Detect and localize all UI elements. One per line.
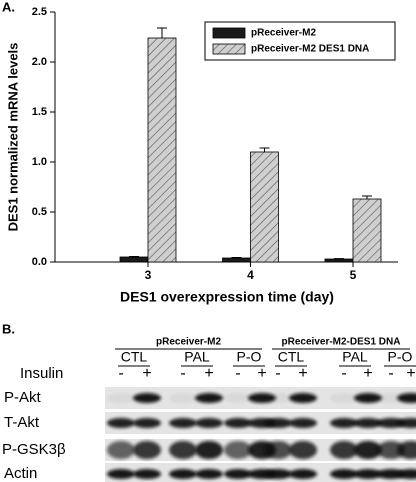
bar: [250, 151, 279, 263]
band: [330, 441, 358, 459]
x-tick-label: 4: [247, 268, 254, 282]
condition-label: P-O: [237, 349, 262, 365]
band: [264, 469, 292, 479]
error-bar: [231, 257, 242, 258]
y-tick-label: 0.0: [32, 256, 47, 268]
insulin-sign: +: [204, 365, 213, 382]
band: [397, 418, 416, 428]
band: [354, 393, 382, 403]
band: [377, 418, 405, 428]
band: [133, 441, 161, 459]
band: [107, 393, 135, 403]
band: [133, 418, 161, 428]
bar: [352, 198, 382, 263]
band: [264, 441, 292, 459]
band: [264, 418, 292, 428]
row-label: Actin: [4, 465, 37, 482]
insulin-sign: -: [180, 365, 185, 382]
band: [107, 418, 135, 428]
insulin-sign: +: [363, 365, 372, 382]
band: [377, 469, 405, 479]
condition-label: PAL: [342, 349, 368, 365]
band: [397, 469, 416, 479]
legend-label: pReceiver-M2: [251, 28, 316, 39]
band: [330, 393, 358, 403]
band: [169, 469, 197, 479]
y-tick-label: 1.0: [32, 156, 47, 168]
error-bar: [157, 27, 167, 38]
error-bar: [362, 195, 372, 199]
panel-label: B.: [2, 321, 15, 336]
group-label: pReceiver-M2-DES1 DNA: [282, 337, 401, 348]
band: [330, 469, 358, 479]
y-axis-label: DES1 normalized mRNA levels: [5, 43, 20, 232]
band: [289, 469, 317, 479]
insulin-sign: -: [118, 365, 123, 382]
band: [107, 441, 135, 459]
band: [289, 441, 317, 459]
error-bar: [129, 256, 139, 257]
x-axis-label: DES1 overexpression time (day): [120, 289, 334, 305]
legend-label: pReceiver-M2 DES1 DNA: [251, 44, 369, 55]
band: [169, 441, 197, 459]
row-label: Insulin: [20, 365, 63, 382]
band: [330, 418, 358, 428]
insulin-sign: +: [257, 365, 266, 382]
row-label: P-Akt: [4, 389, 42, 406]
bar: [222, 257, 251, 263]
y-tick-label: 2.5: [32, 6, 47, 18]
error-bar: [259, 147, 270, 152]
legend-swatch: [212, 27, 246, 39]
x-tick-label: 3: [145, 268, 152, 282]
band: [195, 418, 223, 428]
band: [224, 393, 252, 403]
band: [169, 393, 197, 403]
y-tick-label: 1.5: [32, 106, 47, 118]
insulin-sign: +: [142, 365, 151, 382]
legend-swatch: [212, 43, 246, 55]
band: [377, 441, 405, 459]
band: [195, 469, 223, 479]
band: [289, 418, 317, 428]
group-label: pReceiver-M2: [156, 337, 221, 348]
row-label: P-GSK3β: [2, 441, 66, 458]
band: [224, 469, 252, 479]
band: [354, 469, 382, 479]
band: [133, 393, 161, 403]
condition-label: CTL: [121, 349, 148, 365]
insulin-sign: +: [406, 365, 415, 382]
insulin-sign: +: [298, 365, 307, 382]
band: [224, 418, 252, 428]
bar: [147, 37, 177, 263]
bar: [119, 256, 149, 263]
band: [169, 418, 197, 428]
band: [107, 469, 135, 479]
band: [354, 441, 382, 459]
band: [354, 418, 382, 428]
band: [224, 441, 252, 459]
condition-label: CTL: [278, 349, 305, 365]
y-tick-label: 0.5: [32, 206, 47, 218]
insulin-sign: -: [388, 365, 393, 382]
band: [195, 393, 223, 403]
band: [264, 393, 292, 403]
band: [195, 441, 223, 459]
band: [397, 393, 416, 403]
insulin-sign: -: [275, 365, 280, 382]
x-tick-label: 5: [350, 268, 357, 282]
bar: [324, 258, 354, 263]
insulin-sign: -: [235, 365, 240, 382]
panel-label: A.: [2, 0, 15, 14]
band: [397, 441, 416, 459]
y-tick-label: 2.0: [32, 56, 47, 68]
band: [133, 469, 161, 479]
band: [377, 393, 405, 403]
condition-label: P-O: [388, 349, 413, 365]
band: [289, 393, 317, 403]
insulin-sign: -: [341, 365, 346, 382]
row-label: T-Akt: [4, 414, 40, 431]
condition-label: PAL: [184, 349, 210, 365]
